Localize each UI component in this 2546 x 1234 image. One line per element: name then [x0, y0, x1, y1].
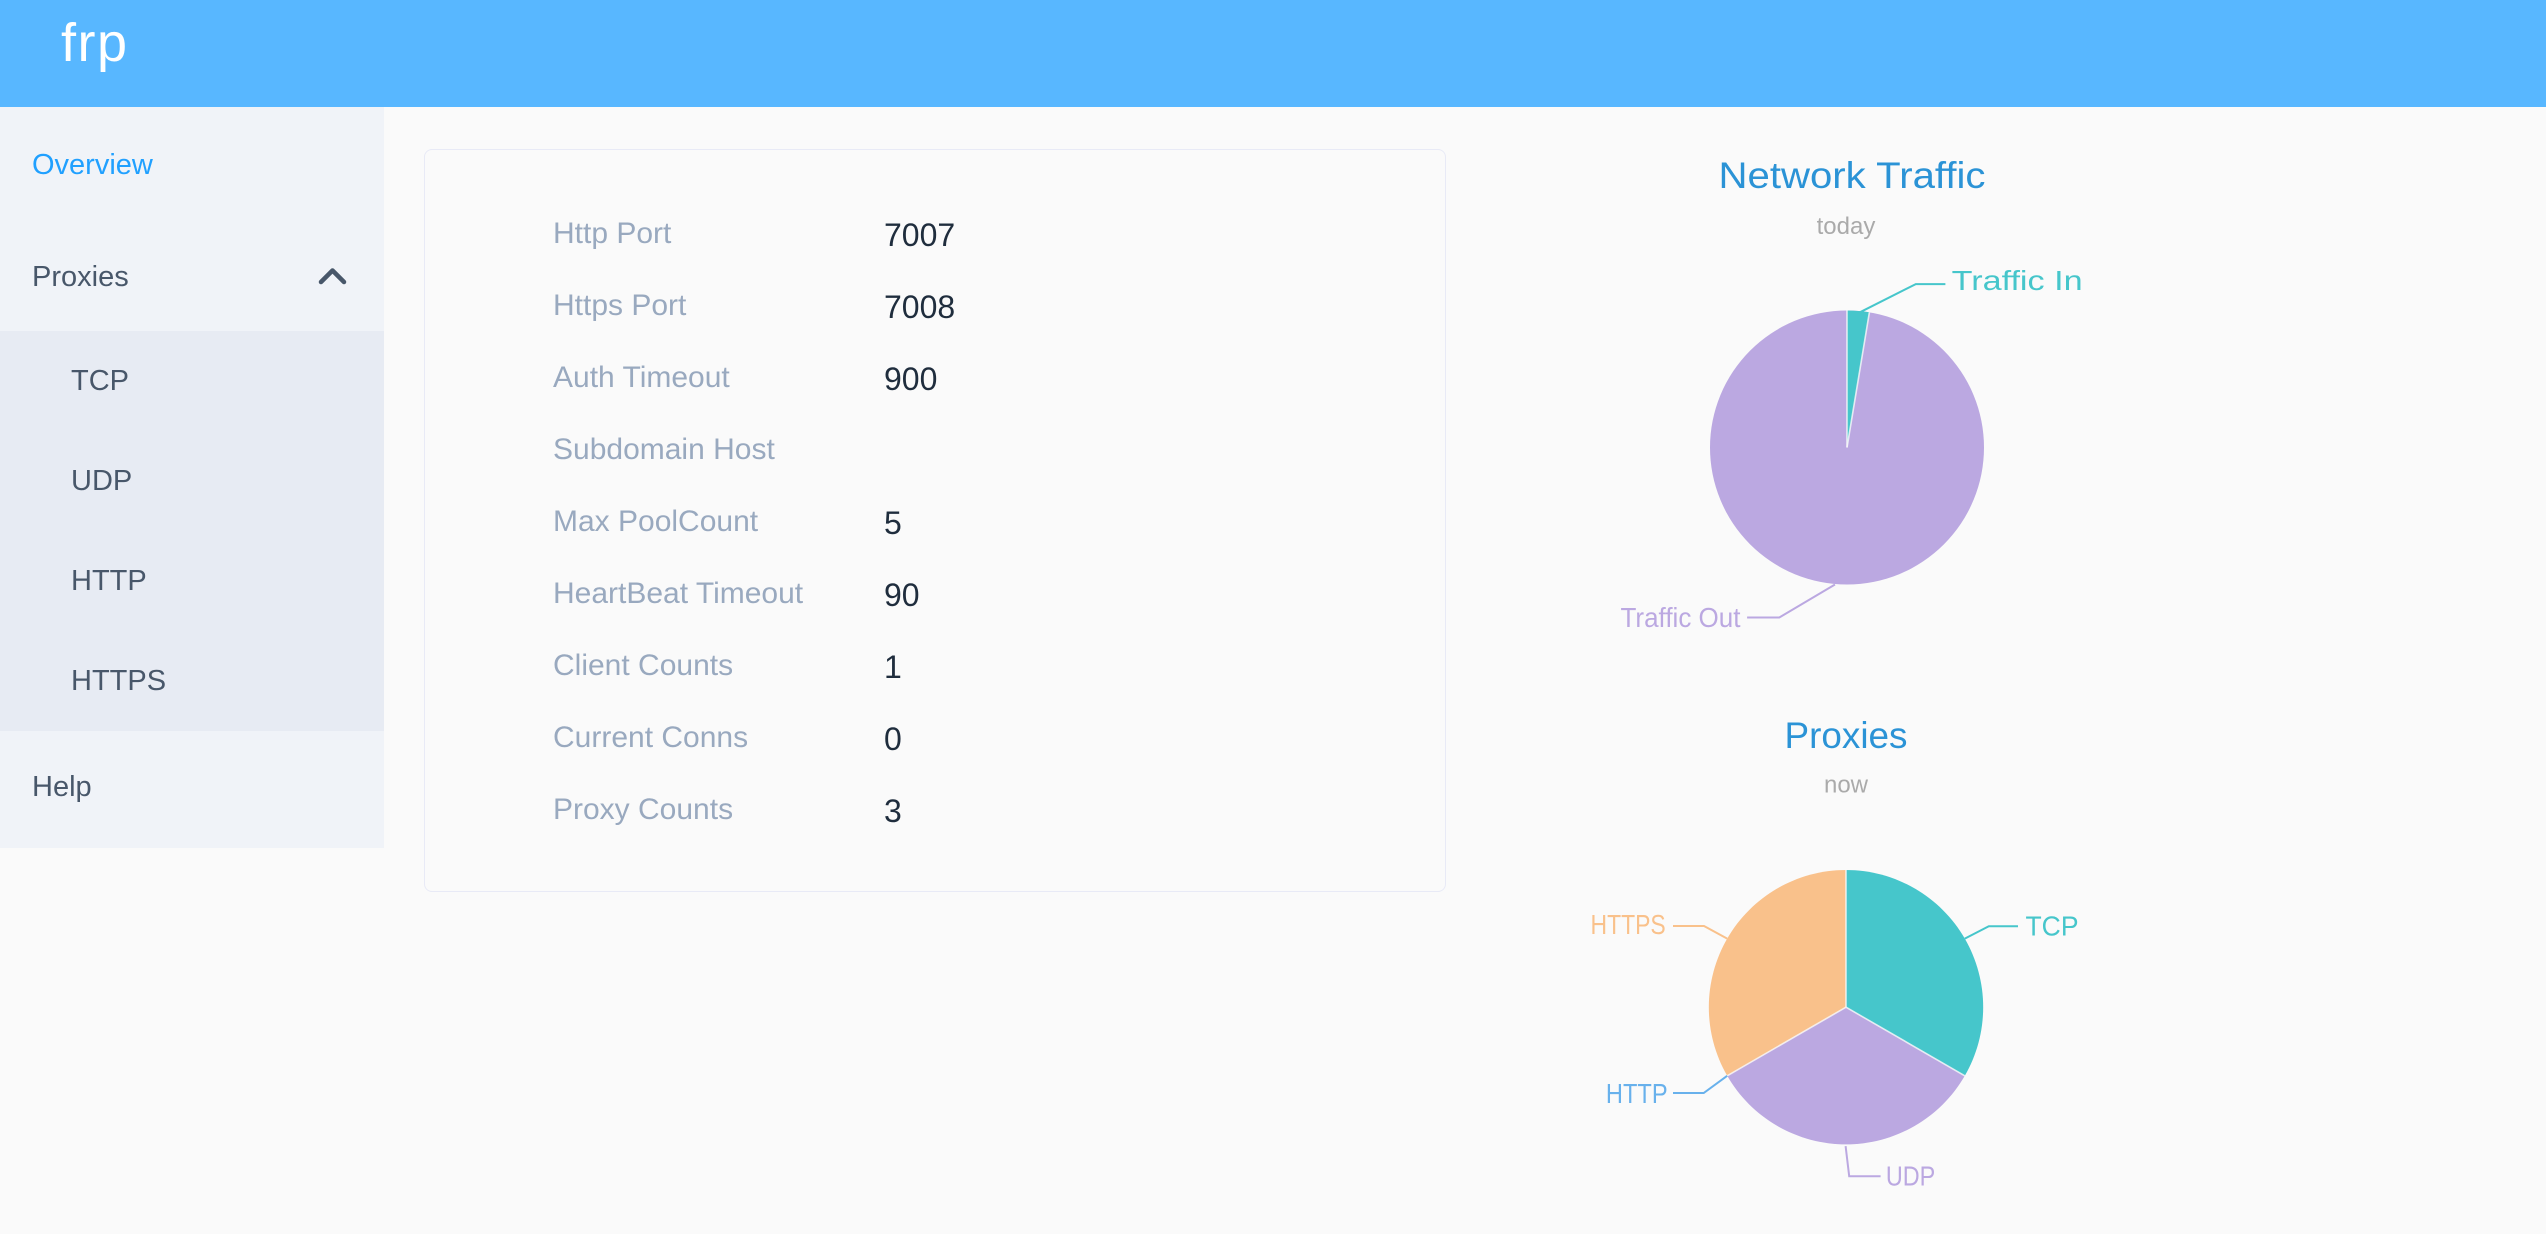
- svg-text:HTTP: HTTP: [1606, 1078, 1668, 1109]
- svg-text:today: today: [1817, 213, 1876, 240]
- svg-text:now: now: [1824, 772, 1869, 799]
- svg-text:Traffic Out: Traffic Out: [1621, 602, 1741, 633]
- svg-text:Traffic In: Traffic In: [1952, 265, 2083, 296]
- svg-text:TCP: TCP: [2026, 911, 2079, 942]
- svg-text:UDP: UDP: [1886, 1161, 1935, 1192]
- svg-text:HTTPS: HTTPS: [1591, 909, 1666, 940]
- svg-text:Network Traffic: Network Traffic: [1719, 155, 1986, 196]
- svg-text:Proxies: Proxies: [1785, 715, 1908, 756]
